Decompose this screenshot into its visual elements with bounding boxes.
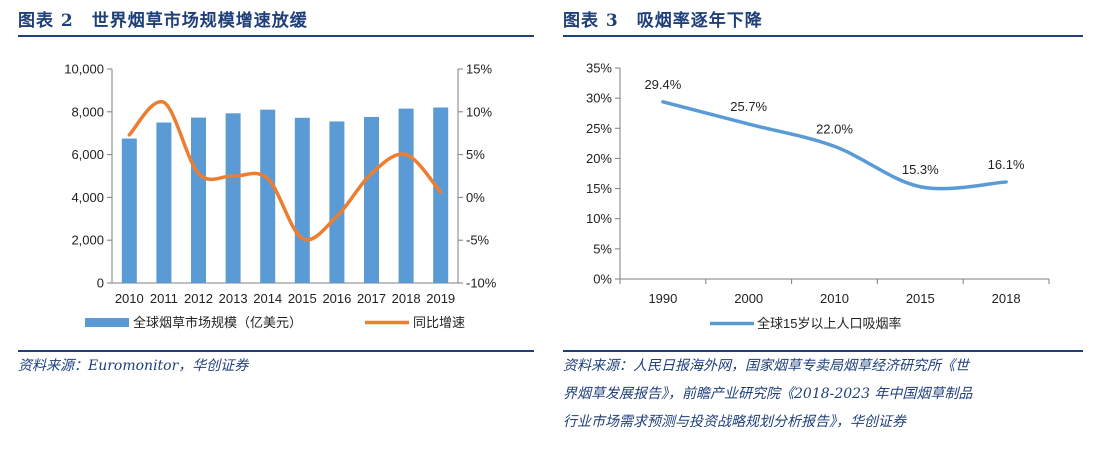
- figure-3-source-line: 行业市场需求预测与投资战略规划分析报告》，华创证券: [563, 414, 906, 430]
- bar: [260, 109, 276, 283]
- smoking-rate-point: [747, 122, 750, 126]
- x-tick-label: 2000: [734, 291, 763, 306]
- x-tick-label: 1990: [648, 291, 677, 306]
- y-tick-label: 2,000: [71, 233, 104, 248]
- y2-tick-label: -5%: [466, 233, 490, 248]
- y-tick-label: 6,000: [71, 147, 104, 162]
- data-label: 22.0%: [816, 121, 853, 136]
- y-tick-label: 20%: [586, 151, 612, 166]
- x-tick-label: 2018: [392, 291, 421, 306]
- x-tick-label: 2010: [115, 291, 144, 306]
- bar: [398, 108, 414, 283]
- legend-line-label: 全球15岁以上人口吸烟率: [757, 316, 901, 331]
- figure-3-title: 图表 3 吸烟率逐年下降: [563, 11, 763, 31]
- y-tick-label: 10%: [586, 211, 612, 226]
- figure-2-title-rule: [18, 35, 534, 37]
- x-tick-label: 2010: [820, 291, 849, 306]
- growth-point: [335, 215, 339, 218]
- bar: [433, 107, 449, 284]
- data-label: 29.4%: [644, 77, 681, 92]
- figure-3-bottom-rule: [563, 350, 1083, 352]
- growth-point: [162, 101, 166, 104]
- figure-3-source: 资料来源：人民日报海外网，国家烟草专卖局烟草经济研究所《世 界烟草发展报告》，前…: [563, 352, 1083, 436]
- growth-point: [231, 174, 235, 178]
- bar: [225, 113, 241, 283]
- figure-2-source: 资料来源：Euromonitor，华创证券: [18, 358, 249, 374]
- growth-point: [439, 191, 442, 194]
- y-tick-label: 0%: [593, 272, 612, 287]
- bar: [191, 117, 206, 283]
- x-tick-label: 2014: [253, 291, 282, 306]
- y-tick-label: 0: [97, 276, 104, 291]
- x-tick-label: 2018: [992, 291, 1021, 306]
- y-tick-label: 35%: [586, 61, 612, 76]
- growth-point: [197, 172, 200, 175]
- y2-tick-label: 15%: [466, 62, 492, 77]
- legend-bar-label: 全球烟草市场规模（亿美元）: [133, 315, 302, 330]
- growth-point: [128, 133, 131, 137]
- figure-2-bottom-rule: [18, 350, 534, 352]
- x-tick-label: 2013: [219, 291, 248, 306]
- figure-3-source-line: 资料来源：人民日报海外网，国家烟草专卖局烟草经济研究所《世: [563, 358, 969, 374]
- growth-point: [404, 153, 408, 156]
- y2-tick-label: 5%: [466, 147, 485, 162]
- bar: [121, 138, 137, 283]
- data-label: 15.3%: [902, 162, 939, 177]
- growth-point: [301, 237, 304, 240]
- y-tick-label: 5%: [593, 241, 612, 256]
- y-tick-label: 8,000: [71, 104, 104, 119]
- bar: [294, 117, 310, 284]
- y-tick-label: 10,000: [64, 62, 104, 77]
- x-tick-label: 2016: [322, 291, 351, 306]
- x-tick-label: 2015: [906, 291, 935, 306]
- legend-bar-swatch: [85, 318, 129, 327]
- y-tick-label: 30%: [586, 91, 612, 106]
- smoking-rate-point: [919, 185, 922, 188]
- smoking-rate-point: [833, 145, 836, 148]
- smoking-rate-point: [1004, 180, 1008, 184]
- growth-line: [127, 99, 443, 242]
- figure-3-source-line: 界烟草发展报告》，前瞻产业研究院《2018-2023 年中国烟草制品: [563, 386, 973, 402]
- data-label: 16.1%: [988, 157, 1025, 172]
- y-tick-label: 4,000: [71, 190, 104, 205]
- y2-tick-label: 10%: [466, 104, 492, 119]
- figure-2-title: 图表 2 世界烟草市场规模增速放缓: [18, 11, 308, 31]
- bar: [156, 122, 172, 283]
- x-tick-label: 2015: [288, 291, 317, 306]
- data-label: 25.7%: [730, 99, 767, 114]
- growth-point: [370, 172, 373, 175]
- figure-3-title-rule: [563, 35, 1083, 37]
- x-tick-label: 2012: [184, 291, 213, 306]
- y-tick-label: 25%: [586, 121, 612, 136]
- bar: [329, 121, 345, 284]
- y2-tick-label: -10%: [466, 276, 497, 291]
- smoking-rate-point: [661, 100, 665, 103]
- growth-point: [266, 177, 269, 180]
- x-tick-label: 2019: [426, 291, 455, 306]
- y2-tick-label: 0%: [466, 190, 485, 205]
- bar: [364, 116, 379, 283]
- x-tick-label: 2017: [357, 291, 386, 306]
- legend-line-label: 同比增速: [413, 315, 465, 330]
- y-tick-label: 15%: [586, 181, 612, 196]
- smoking-rate-chart: 0% 5% 10% 15% 20% 25% 30% 35% 29.4% 1990 25.7% 2000…: [586, 61, 1050, 331]
- x-tick-label: 2011: [150, 291, 178, 306]
- market-size-chart: 0 2,000 4,000 6,000 8,000 10,000 -10% -5% 0% 5% 10…: [64, 62, 497, 331]
